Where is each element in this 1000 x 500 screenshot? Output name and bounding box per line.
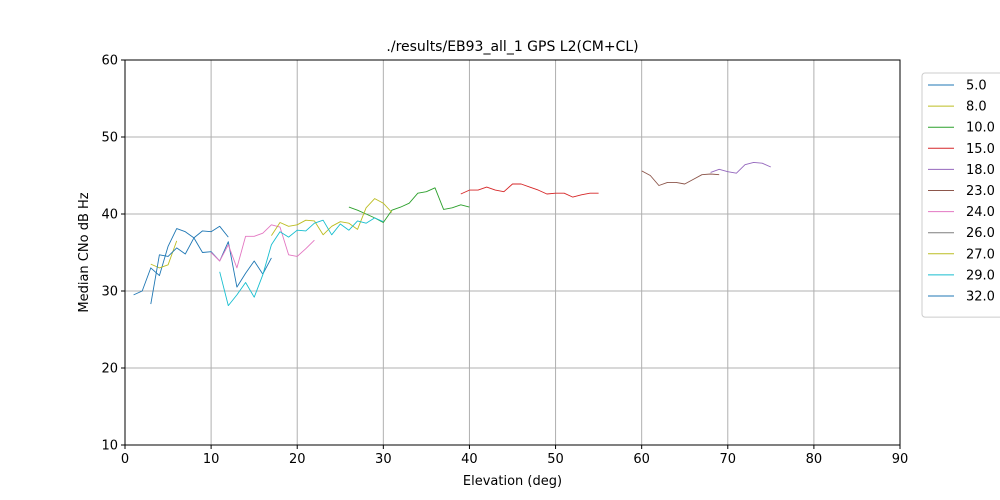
series-line-8-0 [150,240,178,269]
series-line-15-0 [460,183,599,198]
x-tick-label: 20 [289,452,306,467]
x-tick-label: 40 [461,452,478,467]
y-tick-label: 40 [101,208,118,223]
legend-label: 23.0 [966,184,995,199]
x-tick-label: 10 [203,452,220,467]
legend-label: 5.0 [966,79,987,94]
legend-box [921,72,1000,318]
x-tick-label: 60 [633,452,650,467]
y-tick-label: 20 [101,362,118,377]
x-tick-label: 50 [547,452,564,467]
series-line-24-0 [210,224,315,269]
legend-label: 24.0 [966,205,995,220]
y-axis-ticks: 10 20 30 40 50 60 [101,54,125,454]
series-line-32-0 [150,225,229,305]
legend-label: 18.0 [966,163,995,178]
series-layer [133,161,771,307]
legend-label: 15.0 [966,142,995,157]
legend-label: 27.0 [966,247,995,262]
plot-frame [124,59,901,446]
series-line-23-0 [641,170,720,186]
x-axis-label: Elevation (deg) [463,474,562,489]
x-tick-label: 90 [892,452,909,467]
legend-label: 8.0 [966,100,987,115]
x-tick-label: 30 [375,452,392,467]
y-tick-label: 60 [101,54,118,69]
y-tick-label: 10 [101,439,118,454]
x-tick-label: 0 [121,452,129,467]
legend: 5.0 8.0 10.0 15.0 18.0 23.0 24.0 26.0 27.0 29.0 32… [921,72,1000,318]
x-tick-label: 80 [806,452,823,467]
plot-background [125,60,900,445]
series-line-18-0 [710,161,771,174]
y-tick-label: 50 [101,131,118,146]
x-tick-label: 70 [720,452,737,467]
legend-label: 10.0 [966,121,995,136]
series-line-27-0 [271,198,393,236]
series-line-10-0 [348,187,470,223]
legend-label: 29.0 [966,268,995,283]
y-tick-label: 30 [101,285,118,300]
legend-label: 26.0 [966,226,995,241]
chart-title: ./results/EB93_all_1 GPS L2(CM+CL) [386,39,638,55]
x-axis-ticks: 0 10 20 30 40 50 60 70 80 90 [121,445,908,467]
series-line-29-0 [219,217,384,307]
legend-label: 32.0 [966,290,995,305]
y-axis-label: Median CNo dB Hz [77,192,92,312]
